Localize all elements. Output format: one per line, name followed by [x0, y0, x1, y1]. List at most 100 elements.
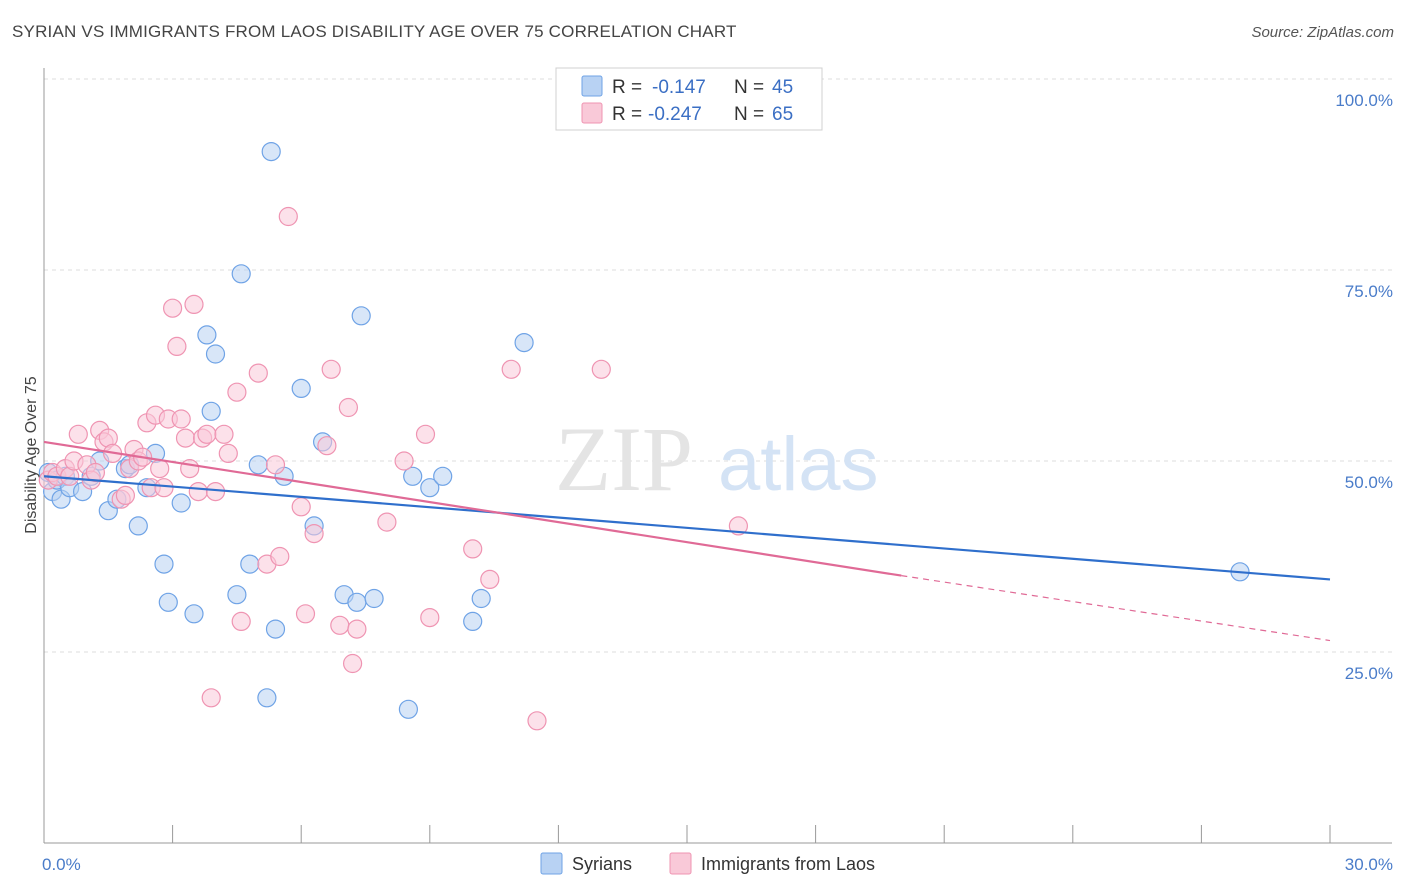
point-s1-44 — [270, 546, 290, 567]
legend: R = -0.147 N = 45 R = -0.247 N = 65 — [555, 67, 823, 131]
point-s1-45 — [278, 206, 298, 227]
legend-r-label-1: R = — [612, 77, 642, 98]
point-s1-41 — [248, 363, 268, 383]
point-s1-35 — [201, 688, 221, 708]
axes — [43, 68, 1392, 844]
point-s0-36 — [351, 306, 371, 326]
bottom-legend: Syrians Immigrants from Laos — [540, 852, 875, 875]
bottom-legend-swatch-laos — [669, 852, 692, 875]
x-tick-label-0: 0.0% — [42, 855, 81, 874]
point-s1-39 — [227, 382, 247, 402]
y-tick-label-2: 75.0% — [1345, 282, 1393, 301]
point-s1-59 — [463, 539, 483, 559]
point-s1-48 — [304, 523, 324, 544]
point-s0-35 — [347, 592, 367, 612]
bottom-legend-label-laos: Immigrants from Laos — [701, 854, 875, 874]
point-s1-23 — [150, 459, 170, 479]
point-s1-64 — [728, 516, 749, 536]
point-s0-40 — [420, 478, 440, 498]
y-tick-label-3: 100.0% — [1335, 91, 1393, 110]
legend-swatch-syrians — [581, 75, 603, 97]
legend-r-value-laos: -0.247 — [648, 104, 702, 125]
point-s0-41 — [433, 466, 453, 486]
y-tick-label-0: 25.0% — [1345, 664, 1393, 683]
trend-line-s1 — [43, 440, 902, 577]
point-s1-56 — [394, 451, 414, 471]
bottom-legend-label-syrians: Syrians — [572, 854, 632, 874]
point-s1-52 — [338, 397, 358, 418]
point-s1-43 — [265, 455, 286, 475]
point-s1-27 — [167, 336, 187, 356]
point-s0-31 — [291, 378, 311, 398]
point-s1-54 — [347, 619, 367, 639]
point-s0-28 — [261, 142, 281, 162]
point-s0-18 — [171, 493, 191, 513]
point-s1-63 — [591, 359, 611, 379]
y-tick-label-1: 50.0% — [1345, 473, 1393, 492]
watermark-zip: ZIP — [555, 408, 693, 510]
legend-n-value-syrians: 45 — [772, 77, 793, 98]
point-s0-26 — [248, 455, 268, 475]
point-s1-53 — [343, 653, 363, 674]
point-s1-60 — [480, 569, 500, 590]
point-s1-55 — [377, 512, 397, 532]
trend-line-s0 — [43, 475, 1331, 581]
y-axis-label: Disability Age Over 75 — [23, 376, 40, 534]
point-s1-15 — [115, 485, 136, 505]
point-s0-44 — [514, 333, 534, 353]
source-label: Source: ZipAtlas.com — [1251, 24, 1394, 41]
legend-n-label-2: N = — [734, 104, 764, 125]
point-s0-27 — [257, 688, 277, 708]
point-s1-34 — [197, 424, 217, 444]
bottom-legend-swatch-syrians — [540, 852, 563, 875]
legend-r-value-syrians: -0.147 — [652, 77, 706, 98]
point-s0-23 — [227, 585, 247, 605]
point-s1-47 — [295, 604, 316, 624]
point-s0-20 — [197, 325, 217, 345]
point-s1-61 — [501, 359, 521, 379]
point-s0-39 — [403, 466, 423, 486]
point-s0-16 — [154, 554, 174, 574]
point-s1-6 — [68, 424, 88, 444]
legend-n-label-1: N = — [734, 77, 764, 98]
point-s1-30 — [180, 459, 200, 479]
point-s0-17 — [158, 592, 178, 612]
point-s0-24 — [231, 264, 251, 284]
point-s0-29 — [265, 619, 286, 639]
x-tick-labels: 0.0% 30.0% — [42, 855, 1393, 874]
watermark-atlas: atlas — [718, 422, 879, 507]
legend-r-label-2: R = — [612, 104, 642, 125]
chart-title: SYRIAN VS IMMIGRANTS FROM LAOS DISABILIT… — [12, 22, 737, 41]
point-s1-62 — [527, 711, 547, 731]
point-s1-28 — [171, 409, 191, 429]
trend-line-dashed-s1 — [901, 575, 1331, 642]
point-s1-26 — [163, 298, 183, 318]
point-s1-29 — [175, 428, 196, 448]
point-s1-58 — [420, 607, 440, 628]
point-s1-49 — [317, 436, 337, 456]
point-s0-19 — [184, 604, 204, 624]
point-s0-22 — [205, 344, 226, 364]
x-tick-label-1: 30.0% — [1345, 855, 1393, 874]
y-tick-labels: 25.0% 50.0% 75.0% 100.0% — [1335, 91, 1393, 683]
point-s0-38 — [398, 699, 418, 719]
point-s0-43 — [471, 588, 491, 609]
point-s1-37 — [214, 424, 234, 444]
point-s0-25 — [240, 554, 260, 574]
point-s1-57 — [415, 424, 436, 444]
point-s1-32 — [188, 482, 208, 502]
point-s0-42 — [463, 611, 483, 632]
point-s0-37 — [364, 588, 384, 609]
watermark: ZIP atlas — [555, 408, 879, 510]
point-s0-21 — [201, 401, 221, 421]
point-s1-31 — [184, 294, 204, 314]
point-s1-51 — [330, 615, 350, 635]
legend-swatch-laos — [581, 102, 603, 124]
point-s1-38 — [218, 443, 238, 463]
point-s0-13 — [128, 516, 148, 536]
point-s1-46 — [291, 497, 311, 517]
legend-n-value-laos: 65 — [772, 104, 793, 125]
point-s1-50 — [321, 359, 341, 379]
trend-lines — [43, 440, 1331, 642]
